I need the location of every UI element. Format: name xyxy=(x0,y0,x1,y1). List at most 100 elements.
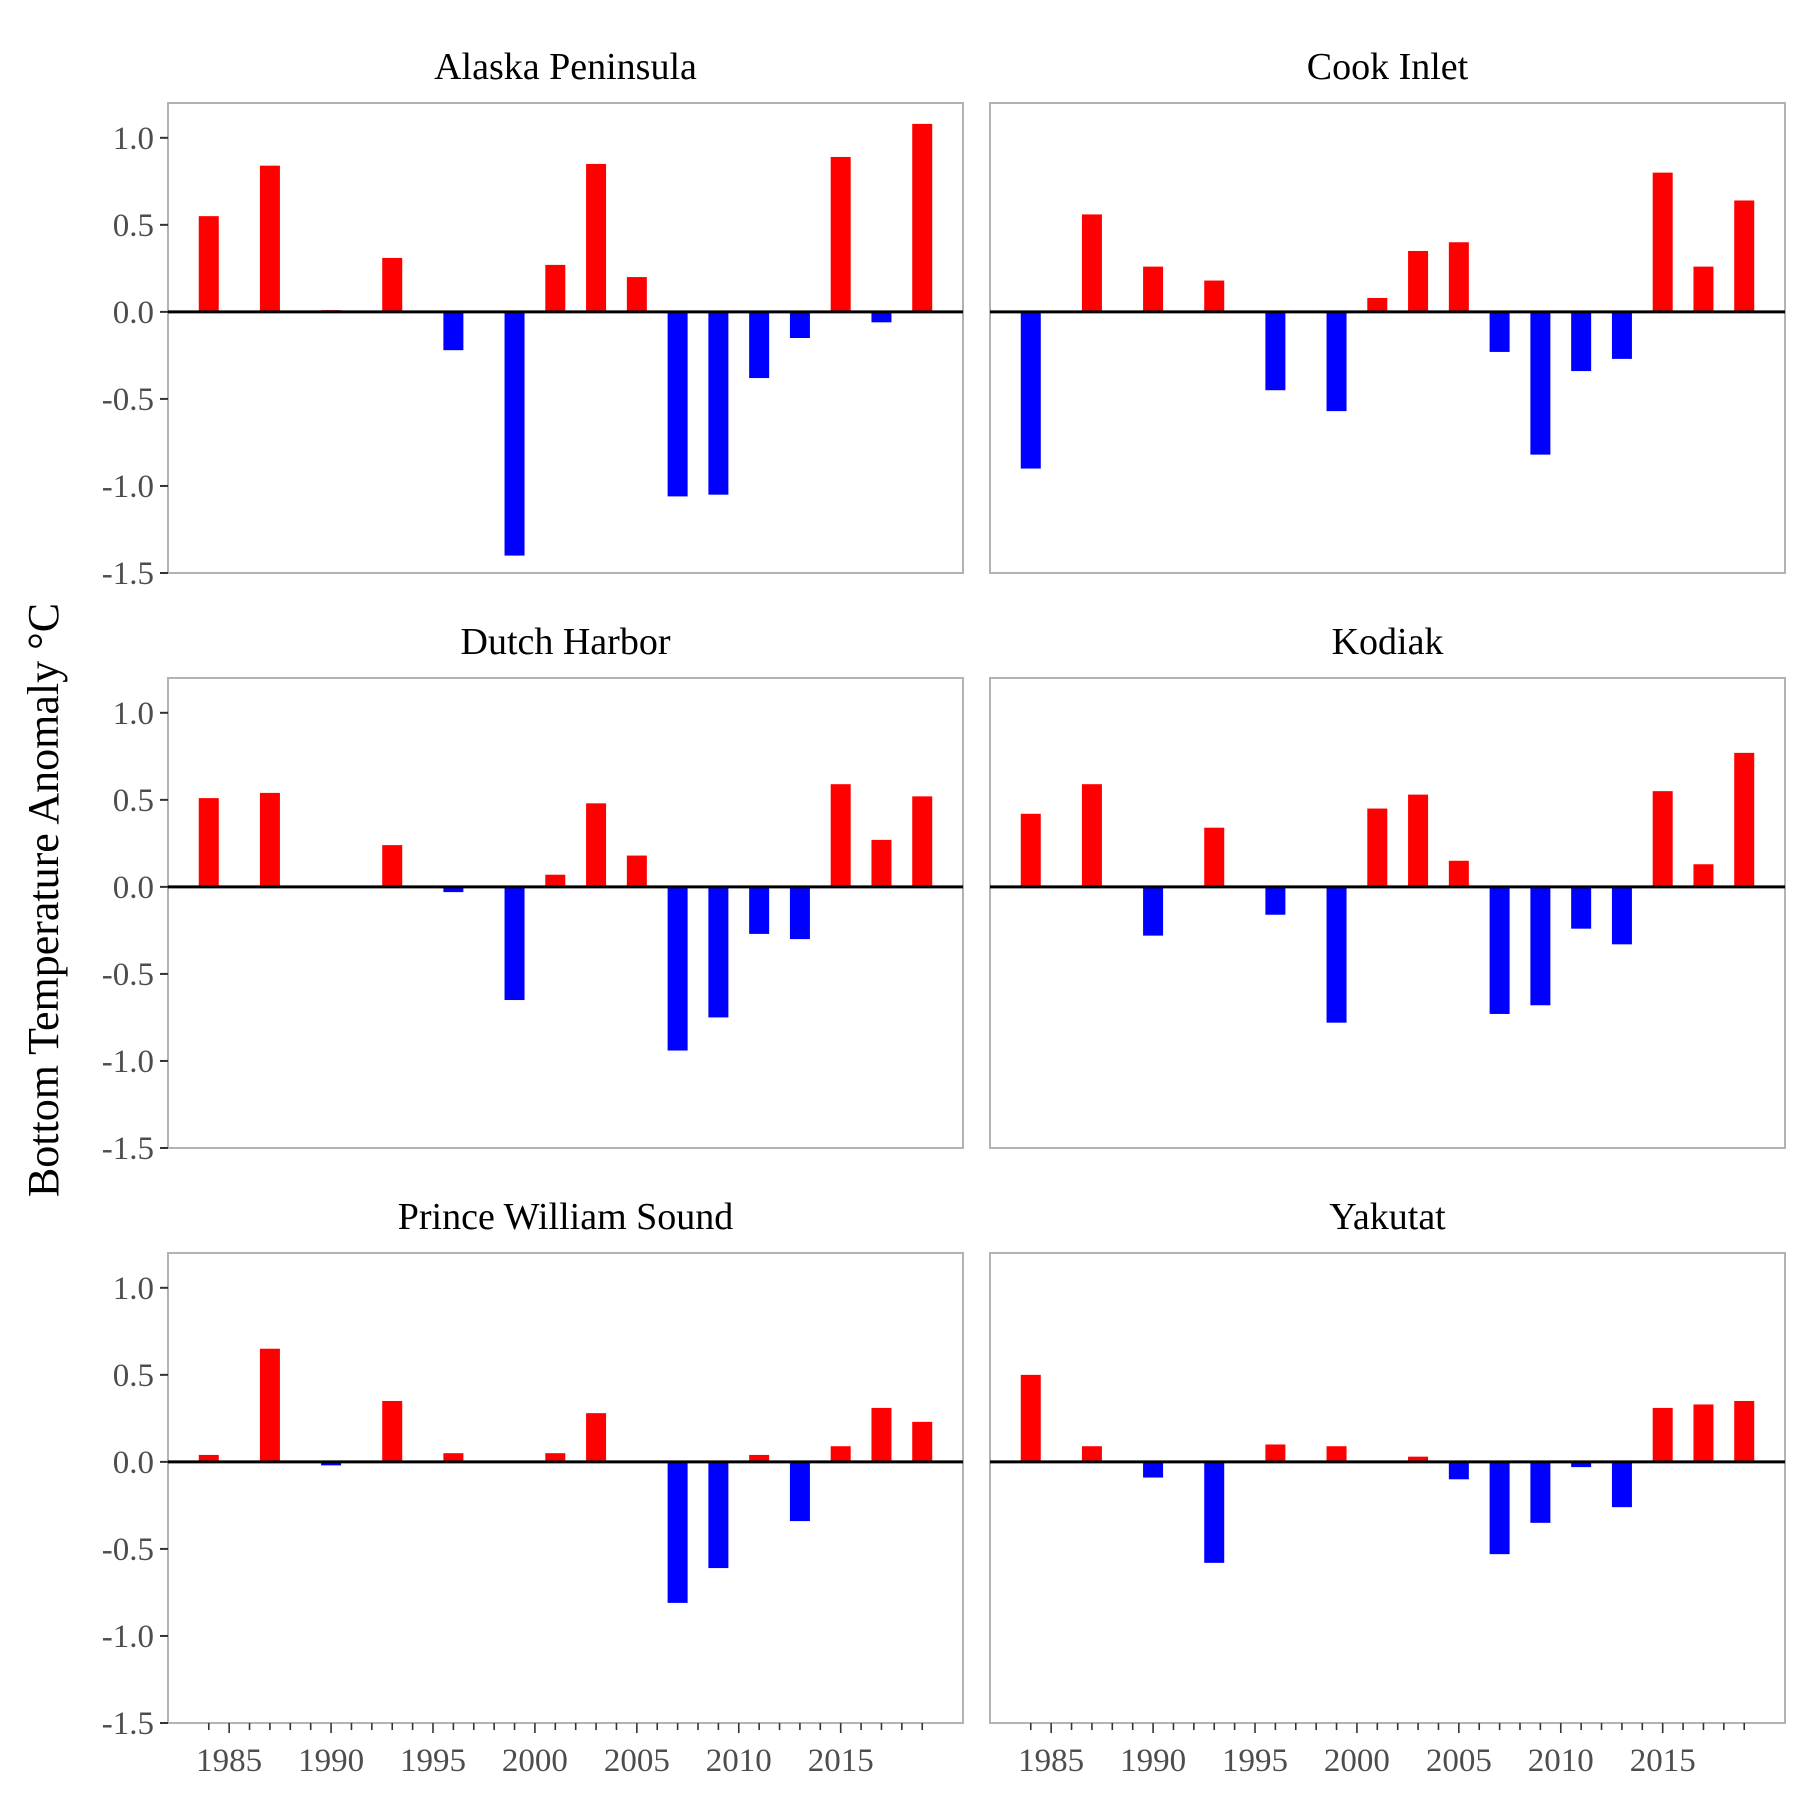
bar xyxy=(586,163,607,312)
bar xyxy=(198,798,219,887)
bar xyxy=(789,1461,810,1522)
x-tick-label: 1990 xyxy=(1120,1743,1186,1779)
x-tick-label: 2010 xyxy=(1528,1743,1594,1779)
bar xyxy=(912,796,933,887)
bar xyxy=(1265,886,1286,915)
bar xyxy=(443,1453,464,1462)
x-tick-label: 1985 xyxy=(1018,1743,1084,1779)
y-tick-label: 0.0 xyxy=(113,870,154,906)
y-tick-label: -1.0 xyxy=(102,1619,154,1655)
bar xyxy=(1693,266,1714,312)
bar xyxy=(1693,864,1714,887)
y-tick-label: -1.0 xyxy=(102,1044,154,1080)
bar xyxy=(1571,311,1592,372)
bar xyxy=(1448,242,1469,312)
bar xyxy=(382,845,403,887)
bar xyxy=(1408,794,1429,887)
bar xyxy=(586,1413,607,1462)
bar xyxy=(1326,311,1347,412)
x-tick-label: 1990 xyxy=(298,1743,364,1779)
bar xyxy=(1530,886,1551,1006)
bar xyxy=(504,311,525,556)
bar xyxy=(912,1421,933,1462)
bar xyxy=(1734,1400,1755,1462)
bar xyxy=(1489,1461,1510,1555)
y-tick-label: -1.5 xyxy=(102,1706,154,1742)
y-tick-label: 0.5 xyxy=(113,1358,154,1394)
bar xyxy=(1530,311,1551,455)
bar xyxy=(1020,311,1041,469)
bar xyxy=(1326,886,1347,1023)
bar xyxy=(1611,886,1632,945)
panel-border xyxy=(167,677,964,1149)
y-tick-label: -0.5 xyxy=(102,957,154,993)
y-tick-label: -0.5 xyxy=(102,382,154,418)
x-tick-label: 1995 xyxy=(400,1743,466,1779)
bar xyxy=(1489,311,1510,352)
bar xyxy=(1571,1461,1592,1468)
x-tick-label: 2015 xyxy=(808,1743,874,1779)
bar xyxy=(1652,172,1673,312)
bar xyxy=(321,1461,342,1466)
bar xyxy=(871,1407,892,1462)
bar xyxy=(545,1453,566,1462)
y-tick-label: 1.0 xyxy=(113,1271,154,1307)
bar xyxy=(1326,1446,1347,1462)
bar xyxy=(667,1461,688,1603)
bar xyxy=(1204,280,1225,312)
bar xyxy=(1611,1461,1632,1508)
x-tick-label: 2010 xyxy=(706,1743,772,1779)
bar xyxy=(504,886,525,1001)
bar xyxy=(443,886,464,893)
bar xyxy=(1652,1407,1673,1462)
bar xyxy=(1448,1461,1469,1480)
bar xyxy=(1204,1461,1225,1563)
bar xyxy=(1408,250,1429,312)
x-tick-label: 2005 xyxy=(1426,1743,1492,1779)
bar xyxy=(749,886,770,934)
bar xyxy=(749,311,770,379)
bar xyxy=(830,784,851,887)
panel-border xyxy=(167,1252,964,1724)
bar xyxy=(1367,297,1388,312)
bar xyxy=(1143,266,1164,312)
y-tick-label: 1.0 xyxy=(113,121,154,157)
bar xyxy=(1143,1461,1164,1478)
x-tick-label: 1995 xyxy=(1222,1743,1288,1779)
y-axis-label: Bottom Temperature Anomaly °C xyxy=(19,603,68,1197)
bar xyxy=(1530,1461,1551,1523)
panel-title: Dutch Harbor xyxy=(461,621,671,663)
bar xyxy=(1081,1446,1102,1462)
bar xyxy=(708,311,729,495)
bar xyxy=(1143,886,1164,936)
panel-border xyxy=(989,1252,1786,1724)
bar xyxy=(1081,214,1102,312)
y-tick-label: 0.5 xyxy=(113,783,154,819)
bar xyxy=(789,311,810,338)
bar xyxy=(1571,886,1592,929)
bar xyxy=(1734,200,1755,312)
bar xyxy=(586,803,607,887)
bar xyxy=(1020,813,1041,887)
bar xyxy=(830,1446,851,1462)
bar xyxy=(708,886,729,1018)
x-tick-label: 2005 xyxy=(604,1743,670,1779)
y-tick-label: 0.0 xyxy=(113,295,154,331)
bar xyxy=(1693,1404,1714,1462)
bar xyxy=(1204,827,1225,887)
bar xyxy=(1611,311,1632,359)
bar xyxy=(382,257,403,312)
bar xyxy=(1265,311,1286,391)
bar xyxy=(626,855,647,887)
panel-border xyxy=(167,102,964,574)
bar xyxy=(1265,1444,1286,1462)
bar xyxy=(1408,1456,1429,1462)
x-tick-label: 2000 xyxy=(502,1743,568,1779)
bar xyxy=(545,264,566,312)
bar xyxy=(667,311,688,497)
panel-border xyxy=(989,677,1786,1149)
bar xyxy=(871,311,892,323)
bar xyxy=(259,792,280,887)
